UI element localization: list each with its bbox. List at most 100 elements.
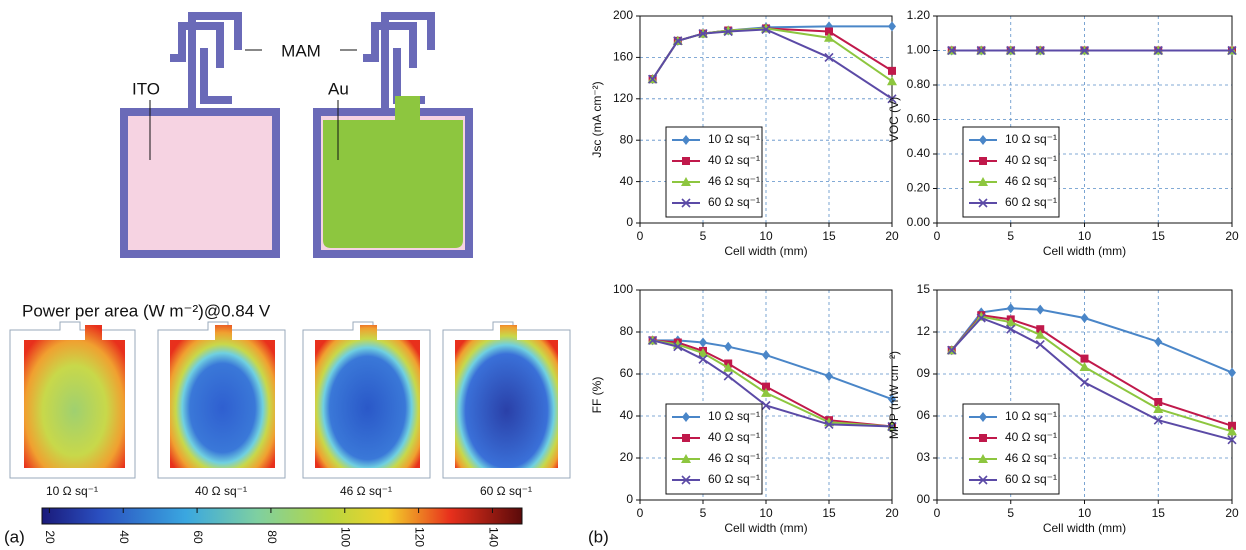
marker [1227, 435, 1237, 445]
line-chart: 00 03 06 09 12 15 0 5 10 15 20 Cell width (mm) MPP (… [887, 282, 1239, 535]
colorbar-tick-label: 60 [191, 530, 205, 544]
marker [761, 400, 771, 411]
legend-label: 60 Ω sq⁻¹ [1005, 195, 1057, 209]
colorbar [41, 507, 523, 525]
colorbar-tick-label: 140 [486, 527, 500, 547]
marker [978, 475, 988, 485]
y-tick-label: 12 [917, 324, 931, 338]
line-chart: 0 40 80 120 160 200 0 5 10 15 20 Cell width (mm) Jsc… [590, 8, 899, 258]
marker [698, 354, 708, 364]
legend-label: 10 Ω sq⁻¹ [1005, 132, 1057, 146]
marker [976, 45, 986, 56]
y-tick-label: 160 [613, 50, 633, 64]
marker [682, 412, 690, 422]
y-axis-label: Jsc (mA cm⁻²) [590, 81, 604, 157]
x-axis-label: Cell width (mm) [1043, 244, 1126, 258]
x-axis-label: Cell width (mm) [724, 244, 807, 258]
marker [761, 24, 771, 35]
y-tick-label: 1.00 [907, 43, 931, 57]
x-axis-label: Cell width (mm) [724, 521, 807, 535]
series-line [651, 27, 893, 83]
marker [888, 66, 896, 75]
x-tick-label: 5 [1007, 229, 1014, 243]
marker [1035, 340, 1045, 350]
marker [1036, 325, 1045, 334]
y-tick-label: 80 [620, 324, 634, 338]
y-tick-label: 00 [917, 492, 931, 506]
x-tick-label: 10 [759, 229, 773, 243]
heatmap-label: 40 Ω sq⁻¹ [195, 484, 247, 498]
marker [1006, 324, 1016, 334]
x-tick-label: 15 [1152, 229, 1166, 243]
x-tick-label: 10 [1078, 506, 1092, 520]
marker [1006, 303, 1015, 314]
y-tick-label: 40 [620, 174, 634, 188]
y-tick-label: 0.60 [907, 112, 931, 126]
y-tick-label: 200 [613, 8, 633, 22]
y-tick-label: 06 [917, 408, 931, 422]
au-electrode [323, 96, 463, 248]
marker [698, 348, 708, 357]
marker [825, 371, 833, 382]
heatmaps [9, 321, 571, 479]
legend-label: 10 Ω sq⁻¹ [1005, 409, 1057, 423]
y-tick-label: 0.80 [907, 77, 931, 91]
y-tick-label: 15 [917, 282, 931, 296]
marker [1079, 377, 1090, 387]
heatmap-title: Power per area (W m⁻²)@0.84 V [22, 301, 271, 320]
marker [724, 341, 733, 352]
marker [887, 94, 897, 104]
label: ITO [132, 79, 160, 98]
y-tick-label: 20 [620, 450, 634, 464]
marker [1079, 362, 1090, 371]
colorbar-tick-label: 40 [117, 530, 131, 544]
legend-label: 46 Ω sq⁻¹ [1005, 174, 1057, 188]
y-tick-label: 80 [620, 132, 634, 146]
y-tick-label: 0 [626, 215, 633, 229]
legend-label: 60 Ω sq⁻¹ [708, 472, 760, 486]
marker [681, 454, 691, 463]
marker [681, 177, 691, 186]
x-tick-label: 5 [700, 506, 707, 520]
plot-frame [936, 15, 1233, 224]
marker [978, 177, 988, 186]
y-tick-label: 1.20 [907, 8, 931, 22]
marker [825, 27, 833, 36]
label: MAM [281, 41, 321, 60]
y-tick-label: 09 [917, 366, 931, 380]
series-line [651, 25, 892, 80]
legend-label: 40 Ω sq⁻¹ [1005, 430, 1057, 444]
y-tick-label: 0.20 [907, 181, 931, 195]
marker [887, 421, 897, 432]
marker [1154, 336, 1163, 347]
colorbar-tick-label: 20 [43, 530, 57, 544]
heatmap-label: 10 Ω sq⁻¹ [46, 484, 98, 498]
marker [723, 362, 734, 372]
marker [1228, 367, 1236, 378]
marker [1006, 45, 1016, 56]
marker [1036, 304, 1045, 315]
marker [888, 394, 896, 405]
x-tick-label: 20 [1225, 229, 1239, 243]
x-tick-label: 10 [759, 506, 773, 520]
marker [761, 387, 771, 397]
marker [1005, 317, 1016, 327]
marker [723, 26, 733, 37]
y-tick-label: 0.00 [907, 215, 931, 229]
series-line [651, 28, 893, 100]
marker [979, 412, 987, 422]
colorbar-tick-label: 80 [265, 530, 279, 544]
heatmap-label: 60 Ω sq⁻¹ [480, 484, 532, 498]
marker [824, 52, 834, 62]
colorbar-tick-label: 100 [339, 527, 353, 547]
marker [1153, 415, 1163, 425]
legend-label: 40 Ω sq⁻¹ [1005, 153, 1057, 167]
x-tick-label: 20 [885, 229, 899, 243]
y-tick-label: 03 [917, 450, 931, 464]
series-line [651, 27, 893, 80]
legend-label: 46 Ω sq⁻¹ [708, 451, 760, 465]
y-tick-label: 0 [626, 492, 633, 506]
plot-frame [639, 15, 893, 224]
legend-label: 60 Ω sq⁻¹ [1005, 472, 1057, 486]
panel-label: (b) [588, 527, 609, 546]
